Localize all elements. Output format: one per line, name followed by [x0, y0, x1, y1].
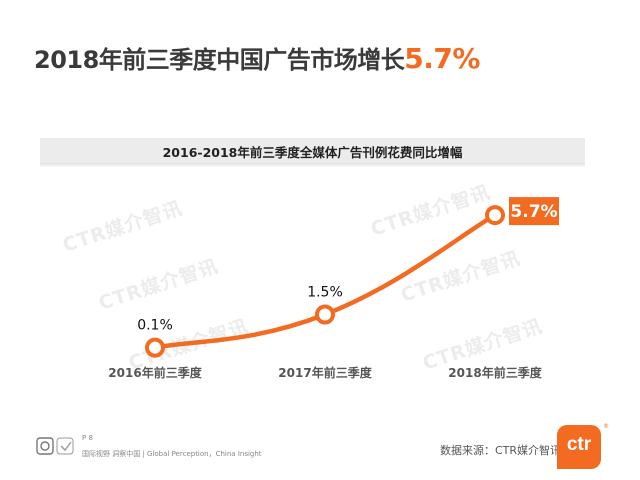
data-source: 数据来源：CTR媒介智讯 — [440, 444, 562, 457]
ctr-logo: ctr ® — [557, 423, 609, 469]
chart-title: 2016-2018年前三季度全媒体广告刊例花费同比增幅 — [162, 145, 463, 160]
data-point — [485, 205, 505, 226]
x-tick-label: 2017年前三季度 — [278, 365, 372, 380]
page-title-highlight: 5.7% — [404, 42, 480, 75]
certification-logos — [36, 437, 74, 455]
footer-slogan: 国际视野 洞察中国 | Global Perception，China Insi… — [82, 450, 262, 458]
data-label: 0.1% — [137, 318, 173, 334]
page-title-text: 2018年前三季度中国广告市场增长 — [34, 46, 405, 74]
chart-title-shadow — [40, 163, 585, 167]
page-title: 2018年前三季度中国广告市场增长5.7% — [34, 40, 480, 75]
page-number: P 8 — [82, 434, 93, 442]
chart-title-band: 2016-2018年前三季度全媒体广告刊例花费同比增幅 — [40, 138, 585, 167]
ctr-logo-text: ctr — [566, 434, 592, 455]
x-tick-label: 2016年前三季度 — [108, 365, 202, 380]
data-point — [145, 337, 165, 358]
x-tick-label: 2018年前三季度 — [448, 365, 542, 380]
ctr-logo-reg: ® — [603, 423, 609, 430]
data-label: 5.7% — [510, 202, 557, 222]
series-line — [152, 212, 498, 350]
data-label: 1.5% — [307, 285, 343, 301]
data-point — [315, 304, 335, 325]
highlight-label-box — [509, 197, 559, 226]
